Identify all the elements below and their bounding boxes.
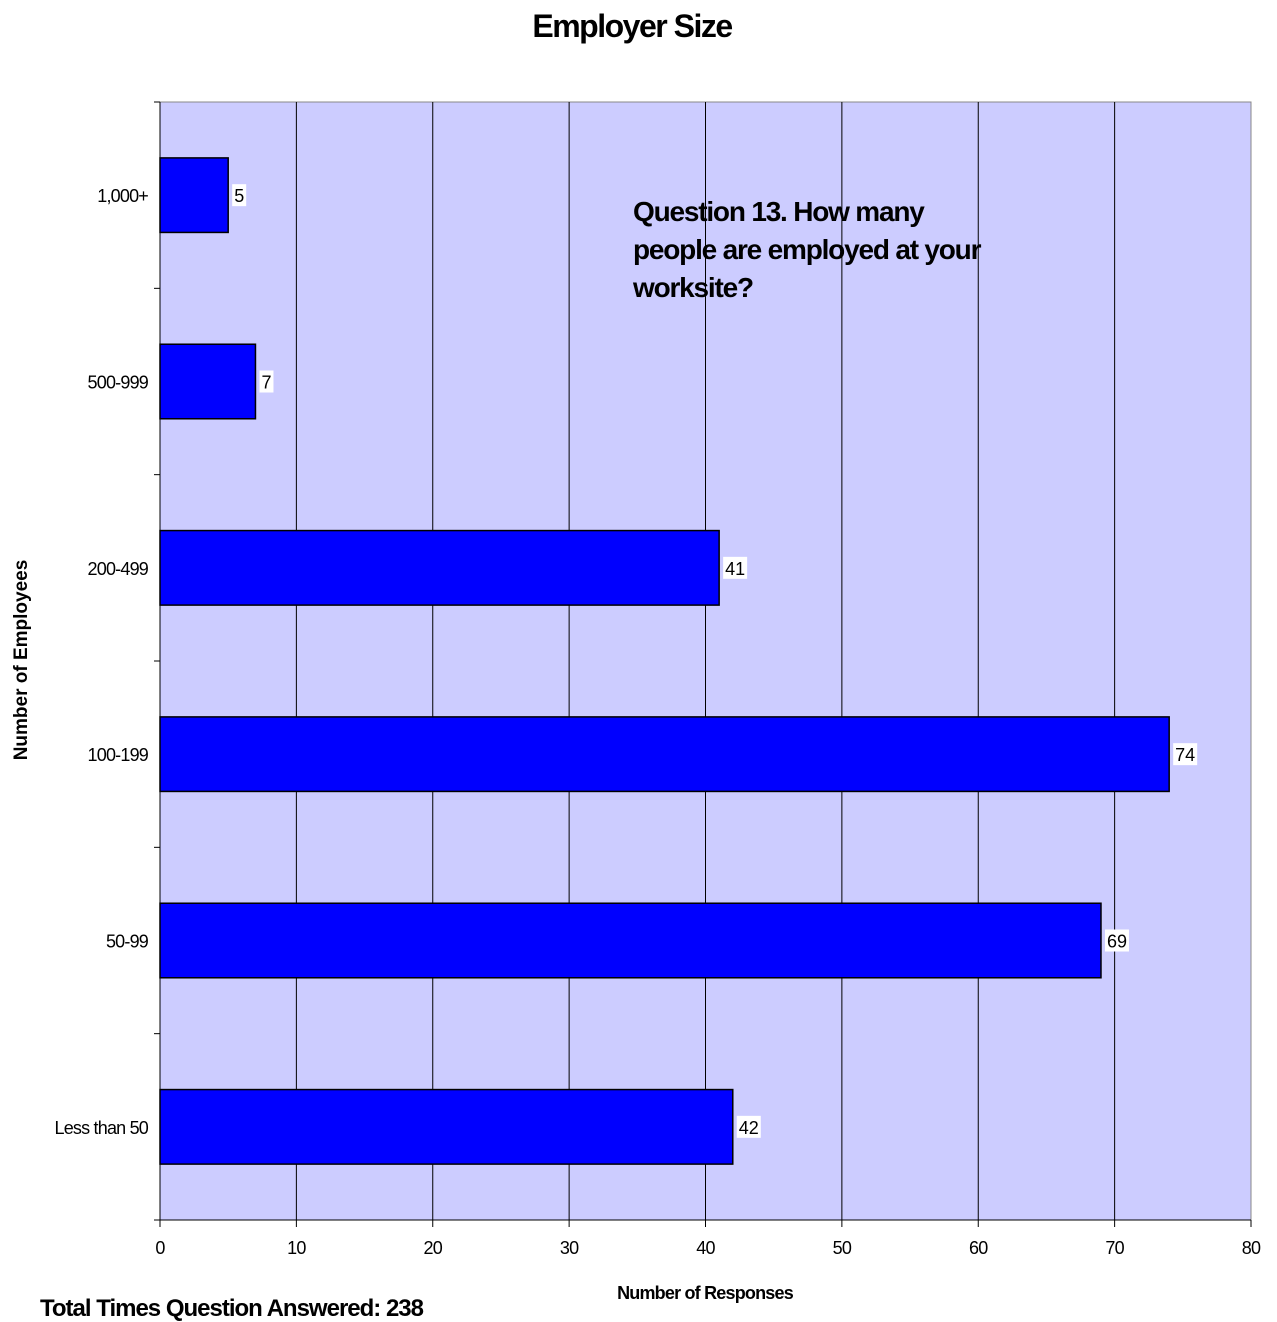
data-label-background xyxy=(1104,929,1129,952)
bar xyxy=(159,902,1102,979)
x-tick-label: 70 xyxy=(1105,1238,1124,1258)
x-tick-label: 10 xyxy=(287,1238,306,1258)
y-tick-labels: 1,000+ 500-999 200-499 100-199 50-99 Less tha… xyxy=(55,101,160,1221)
total-responses-footer: Total Times Question Answered: 238 xyxy=(40,1295,424,1322)
x-tick-label: 20 xyxy=(424,1238,443,1258)
data-label: 42 xyxy=(739,1118,759,1138)
annotation-line: Question 13. How many xyxy=(633,196,925,227)
annotation-line: worksite? xyxy=(632,272,753,303)
data-label-background xyxy=(259,370,274,393)
x-tick-label: 50 xyxy=(833,1238,852,1258)
bar xyxy=(159,1088,734,1165)
data-labels: 5 7 41 74 69 42 xyxy=(232,184,1198,1138)
data-label: 74 xyxy=(1175,745,1195,765)
x-tick-label: 0 xyxy=(155,1238,165,1258)
bar xyxy=(159,343,257,420)
y-tick-label: 1,000+ xyxy=(97,186,148,206)
x-tick-labels: 0 10 20 30 40 50 60 70 80 xyxy=(155,1220,1262,1258)
bars xyxy=(159,157,1170,1165)
y-tick-label: 50-99 xyxy=(106,932,149,952)
y-axis-label: Number of Employees xyxy=(11,560,32,761)
y-tick-label: Less than 50 xyxy=(55,1118,149,1138)
bar xyxy=(159,716,1170,793)
data-label-background xyxy=(736,1115,761,1138)
data-label-background xyxy=(723,556,748,579)
data-label: 69 xyxy=(1107,932,1127,952)
x-tick-label: 60 xyxy=(969,1238,988,1258)
question-annotation: Question 13. How many people are employe… xyxy=(632,196,987,303)
data-label: 5 xyxy=(234,186,244,206)
annotation-line: people are employed at your xyxy=(633,234,982,265)
chart-title: Employer Size xyxy=(532,8,732,44)
y-tick-label: 200-499 xyxy=(88,559,149,579)
bar xyxy=(159,529,720,606)
data-label-background xyxy=(1173,743,1198,766)
x-tick-label: 40 xyxy=(696,1238,715,1258)
gridlines xyxy=(295,102,1116,1220)
x-tick-label: 30 xyxy=(560,1238,579,1258)
y-tick-label: 500-999 xyxy=(88,373,149,393)
x-tick-label: 80 xyxy=(1242,1238,1261,1258)
data-label: 41 xyxy=(725,559,745,579)
x-axis-label: Number of Responses xyxy=(617,1283,794,1303)
data-label-background xyxy=(232,184,247,207)
data-label: 7 xyxy=(261,373,271,393)
bar xyxy=(159,157,229,234)
y-tick-label: 100-199 xyxy=(88,745,149,765)
